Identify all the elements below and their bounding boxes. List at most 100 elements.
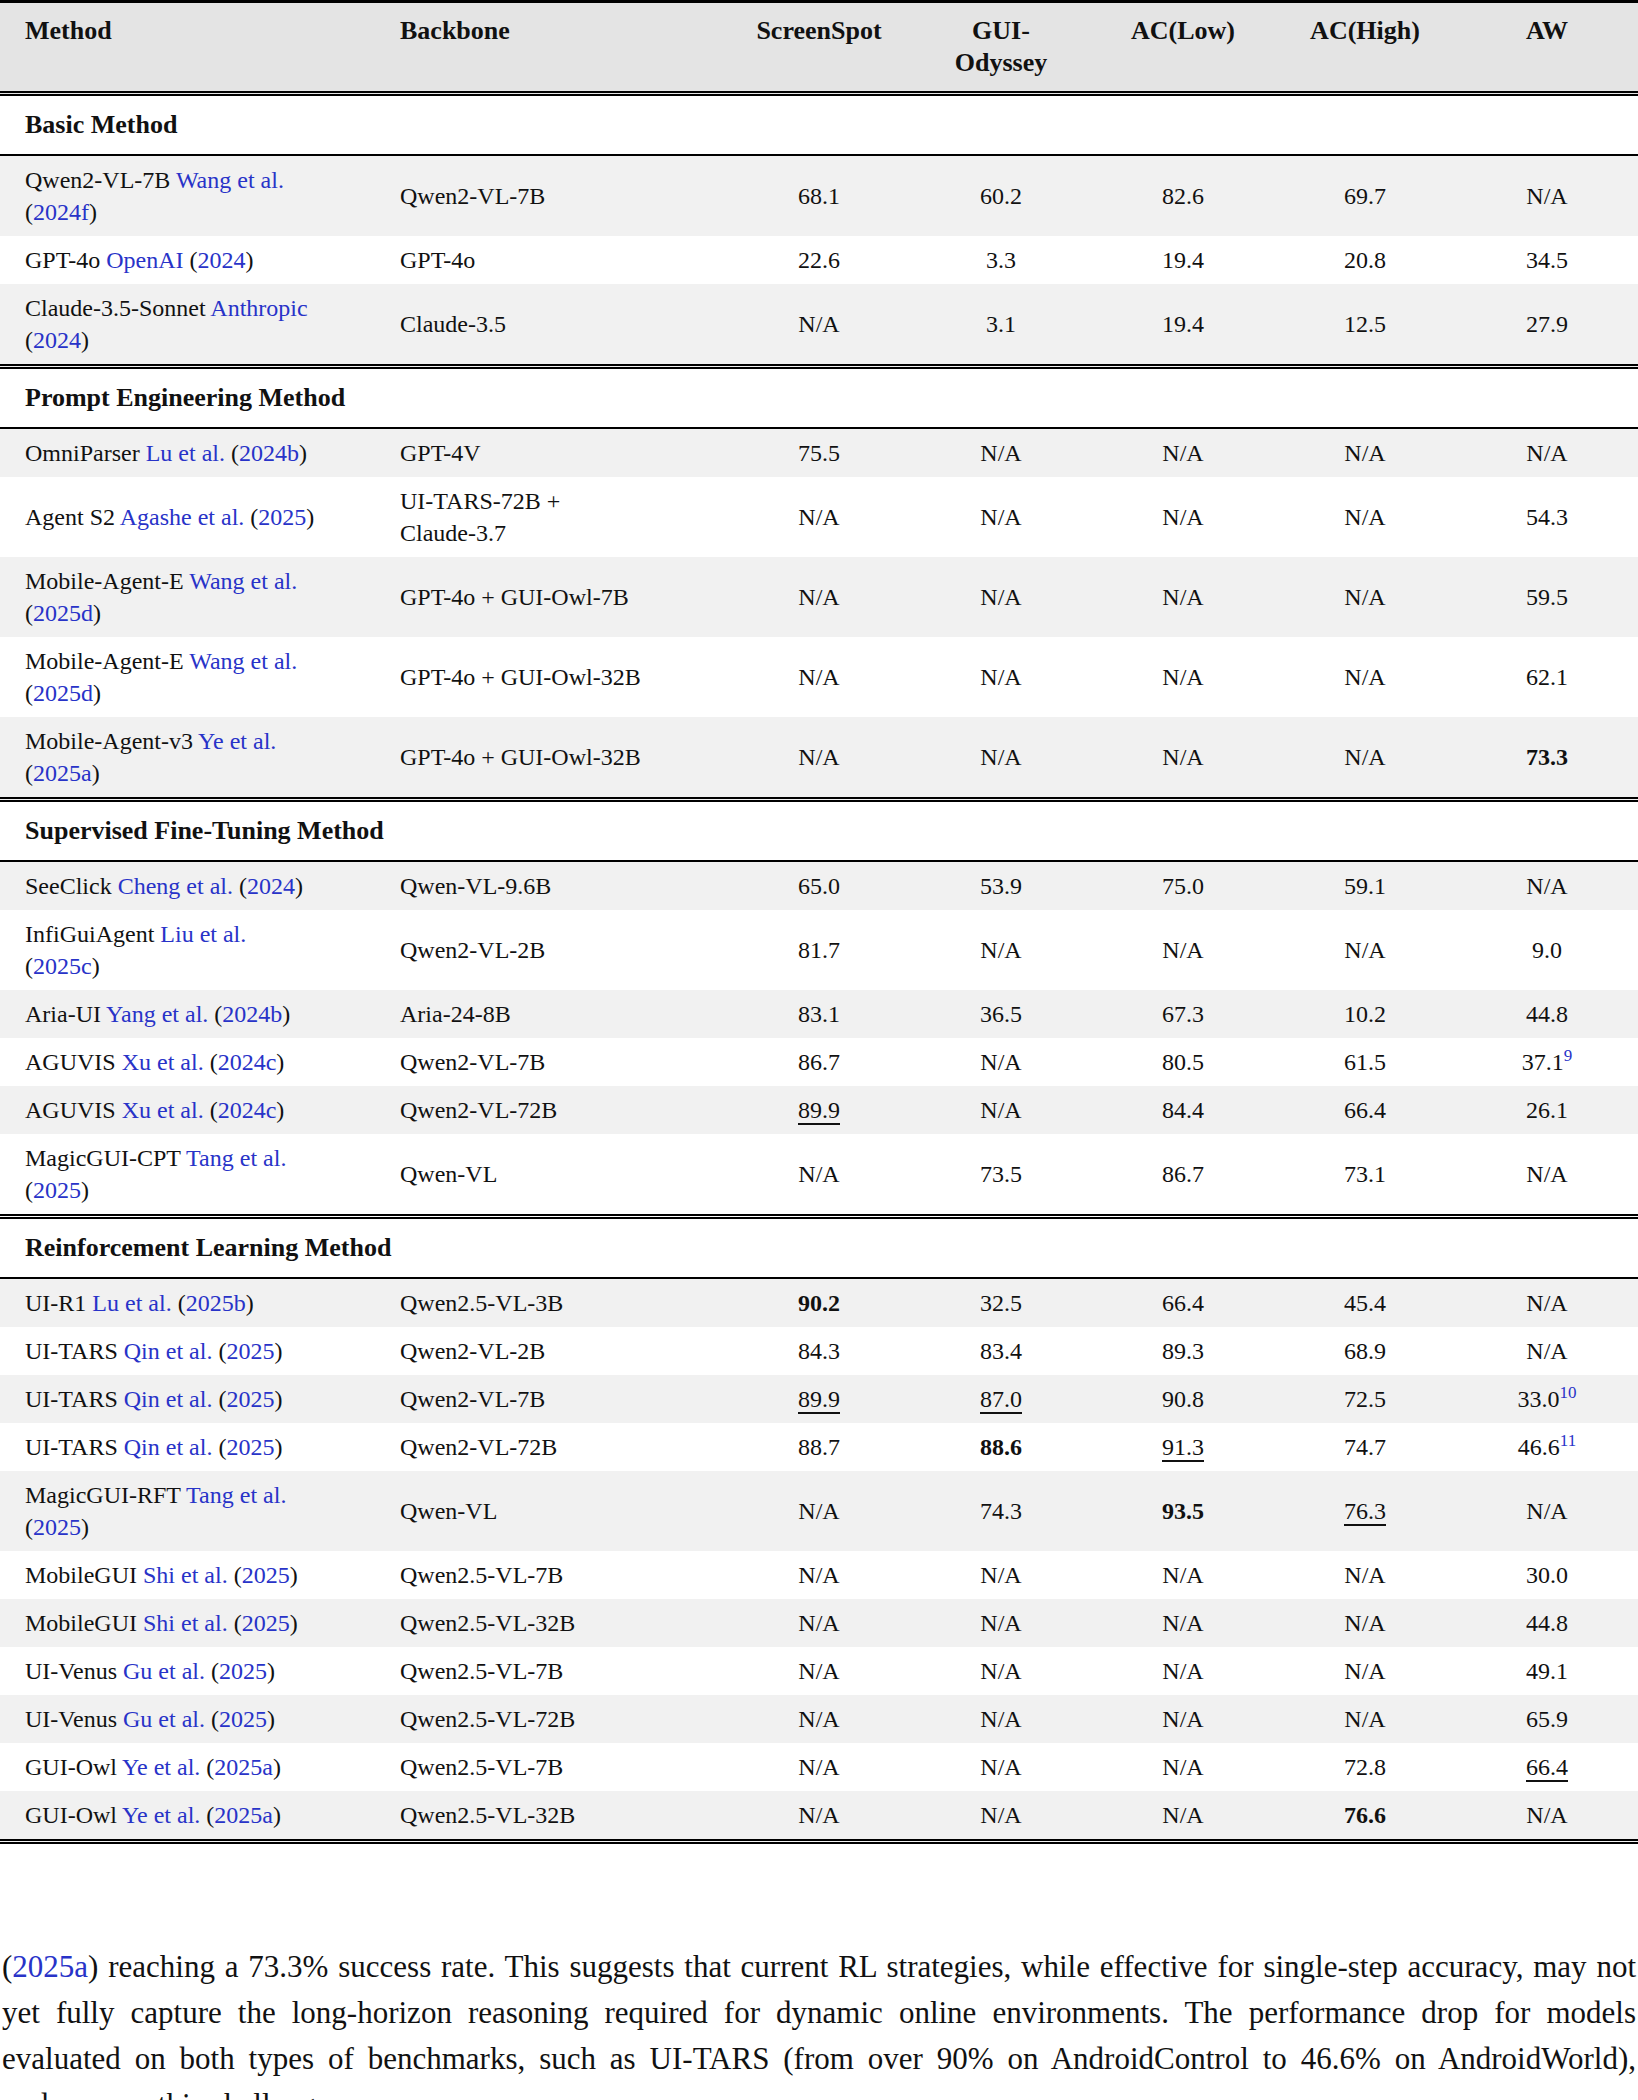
metric-value: N/A [1344, 440, 1385, 466]
citation-year-link[interactable]: 2024b [239, 440, 299, 466]
citation-link[interactable]: Ye et al. [198, 728, 276, 754]
metric-value: 73.5 [980, 1161, 1022, 1187]
citation-link[interactable]: Wang et al. [189, 568, 297, 594]
method-name: InfiGuiAgent [25, 921, 160, 947]
cell-gui-odyssey: N/A [910, 1599, 1092, 1647]
table-row: GPT-4o OpenAI (2024)GPT-4o22.63.319.420.… [0, 236, 1638, 284]
cell-ac-high: 20.8 [1274, 236, 1456, 284]
header-screenspot: ScreenSpot [728, 2, 910, 94]
citation-year-link[interactable]: 2025 [219, 1706, 267, 1732]
citation-link[interactable]: (2025a) [2, 1949, 98, 1984]
citation-link[interactable]: Gu et al. [123, 1706, 205, 1732]
citation-year-link[interactable]: 2025 [226, 1338, 274, 1364]
table-row: Mobile-Agent-v3 Ye et al.(2025a)GPT-4o +… [0, 717, 1638, 800]
cell-screenspot: 89.9 [728, 1375, 910, 1423]
citation-link[interactable]: Xu et al. [122, 1049, 204, 1075]
citation-year-link[interactable]: 2024f [33, 199, 89, 225]
citation-year-link[interactable]: 2024c [218, 1049, 277, 1075]
citation-year-link[interactable]: 2025 [226, 1434, 274, 1460]
citation-year-link[interactable]: 2025 [33, 1177, 81, 1203]
citation-year-link[interactable]: 2025a [33, 760, 92, 786]
metric-value: N/A [1344, 744, 1385, 770]
citation-link[interactable]: Yang et al. [106, 1001, 208, 1027]
cell-ac-high: N/A [1274, 1647, 1456, 1695]
cell-screenspot: N/A [728, 1599, 910, 1647]
cell-ac-low: N/A [1092, 1743, 1274, 1791]
metric-value: 68.1 [798, 183, 840, 209]
cell-ac-low: N/A [1092, 1599, 1274, 1647]
citation-year-link[interactable]: 2024c [218, 1097, 277, 1123]
cell-ac-low: 90.8 [1092, 1375, 1274, 1423]
header-gui-odyssey: GUI-Odyssey [910, 2, 1092, 94]
metric-value: 54.3 [1526, 504, 1568, 530]
cell-aw: N/A [1456, 861, 1638, 910]
cell-gui-odyssey: N/A [910, 910, 1092, 990]
citation-link[interactable]: Tang et al. [186, 1145, 286, 1171]
metric-value: 68.9 [1344, 1338, 1386, 1364]
citation-link[interactable]: Qin et al. [124, 1338, 213, 1364]
cell-aw: 9.0 [1456, 910, 1638, 990]
citation-link[interactable]: Gu et al. [123, 1658, 205, 1684]
cell-backbone: GPT-4o + GUI-Owl-32B [375, 717, 728, 800]
citation-link[interactable]: Wang et al. [189, 648, 297, 674]
citation-year-link[interactable]: 2025 [226, 1386, 274, 1412]
citation-year-link[interactable]: 2025 [242, 1562, 290, 1588]
citation-year-link[interactable]: 2024 [247, 873, 295, 899]
cell-ac-low: 19.4 [1092, 236, 1274, 284]
citation-year-link[interactable]: 2025b [186, 1290, 246, 1316]
citation-link[interactable]: Xu et al. [122, 1097, 204, 1123]
citation-year-link[interactable]: 2024b [222, 1001, 282, 1027]
cell-screenspot: 84.3 [728, 1327, 910, 1375]
citation-link[interactable]: Shi et al. [143, 1562, 228, 1588]
citation-link[interactable]: Wang et al. [176, 167, 284, 193]
metric-value: 90.8 [1162, 1386, 1204, 1412]
metric-value: 86.7 [1162, 1161, 1204, 1187]
cell-method: Mobile-Agent-E Wang et al.(2025d) [0, 637, 375, 717]
metric-value: N/A [1526, 1338, 1567, 1364]
citation-link[interactable]: Cheng et al. [118, 873, 233, 899]
citation-link[interactable]: OpenAI [106, 247, 183, 273]
citation-link[interactable]: Tang et al. [186, 1482, 286, 1508]
citation-year-link[interactable]: 2025d [33, 680, 93, 706]
cell-aw: 54.3 [1456, 477, 1638, 557]
citation-year-link[interactable]: 2025d [33, 600, 93, 626]
citation-year-link[interactable]: 2025 [33, 1514, 81, 1540]
cell-method: AGUVIS Xu et al. (2024c) [0, 1086, 375, 1134]
cell-aw: 27.9 [1456, 284, 1638, 367]
footnote-link[interactable]: 9 [1564, 1046, 1573, 1065]
metric-value: 66.4 [1526, 1754, 1568, 1780]
metric-value: N/A [1162, 937, 1203, 963]
metric-value: N/A [1162, 504, 1203, 530]
citation-link[interactable]: Lu et al. [92, 1290, 171, 1316]
citation-link[interactable]: Anthropic [210, 295, 307, 321]
metric-value: N/A [1526, 1290, 1567, 1316]
cell-method: SeeClick Cheng et al. (2024) [0, 861, 375, 910]
metric-value: N/A [1162, 1802, 1203, 1828]
table-row: GUI-Owl Ye et al. (2025a)Qwen2.5-VL-7BN/… [0, 1743, 1638, 1791]
footnote-link[interactable]: 11 [1560, 1431, 1576, 1450]
citation-year-link[interactable]: 2024 [33, 327, 81, 353]
cell-ac-high: 68.9 [1274, 1327, 1456, 1375]
cell-ac-high: 76.3 [1274, 1471, 1456, 1551]
citation-link[interactable]: Ye et al. [122, 1802, 200, 1828]
citation-year-link[interactable]: 2025a [214, 1802, 273, 1828]
citation-link[interactable]: Lu et al. [146, 440, 225, 466]
citation-link[interactable]: Liu et al. [160, 921, 246, 947]
metric-value: N/A [980, 1658, 1021, 1684]
citation-link[interactable]: Ye et al. [122, 1754, 200, 1780]
citation-link[interactable]: Qin et al. [124, 1434, 213, 1460]
citation-year-link[interactable]: 2025c [33, 953, 92, 979]
citation-link[interactable]: Agashe et al. [120, 504, 245, 530]
citation-year-link[interactable]: 2024 [197, 247, 245, 273]
citation-year-link[interactable]: 2025a [214, 1754, 273, 1780]
citation-link[interactable]: Qin et al. [124, 1386, 213, 1412]
citation-year-link[interactable]: 2025 [219, 1658, 267, 1684]
footnote-link[interactable]: 10 [1560, 1383, 1577, 1402]
cell-ac-low: 19.4 [1092, 284, 1274, 367]
section-title: Reinforcement Learning Method [0, 1217, 1638, 1279]
cell-method: AGUVIS Xu et al. (2024c) [0, 1038, 375, 1086]
citation-year-link[interactable]: 2025 [242, 1610, 290, 1636]
citation-link[interactable]: Shi et al. [143, 1610, 228, 1636]
header-ac-high: AC(High) [1274, 2, 1456, 94]
citation-year-link[interactable]: 2025 [258, 504, 306, 530]
